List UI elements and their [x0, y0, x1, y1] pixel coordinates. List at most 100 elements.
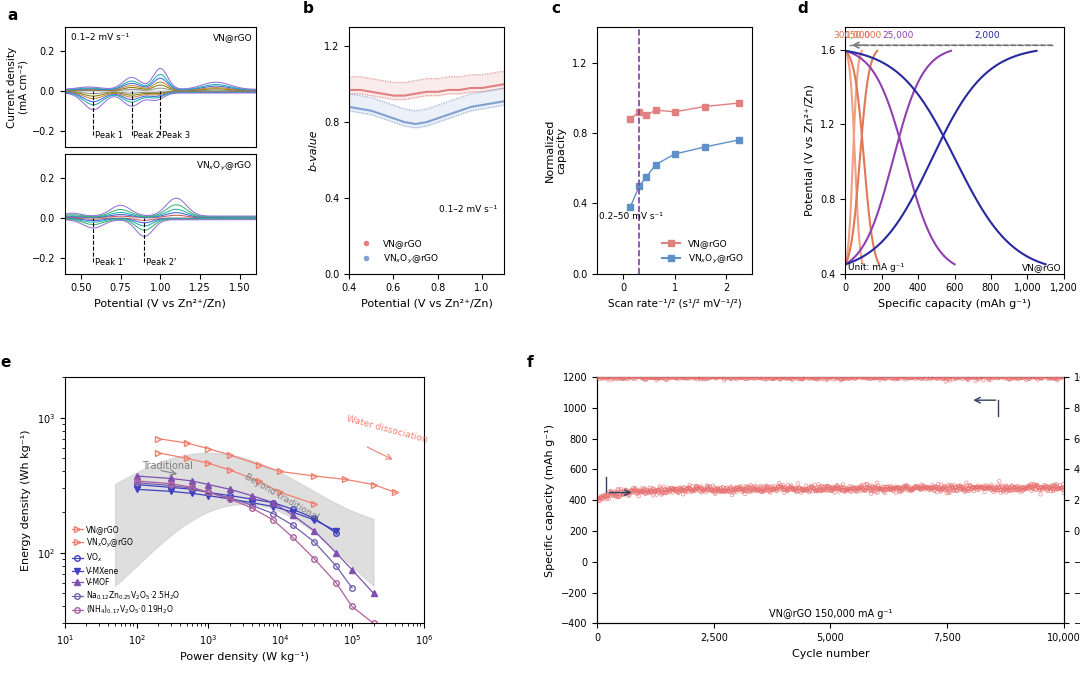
- Point: [811, 371, 828, 382]
- Point: [953, 483, 970, 494]
- Point: [913, 483, 930, 494]
- Point: [812, 373, 829, 384]
- Point: [835, 486, 852, 497]
- Point: [978, 371, 996, 382]
- Point: [918, 373, 935, 384]
- Text: 0.2–50 mV s⁻¹: 0.2–50 mV s⁻¹: [599, 212, 663, 221]
- (NH$_4$)$_{0.17}$V$_2$O$_5$·0.19H$_2$O: [367, 619, 380, 627]
- Point: [627, 371, 645, 382]
- Point: [910, 482, 928, 493]
- Point: [714, 371, 731, 382]
- Point: [981, 375, 998, 386]
- Point: [784, 371, 801, 382]
- Point: [705, 371, 723, 382]
- Point: [654, 486, 672, 497]
- Point: [842, 371, 860, 382]
- Point: [863, 488, 880, 499]
- Point: [664, 371, 681, 382]
- Point: [647, 486, 664, 497]
- Point: [752, 482, 769, 493]
- VN$_x$O$_y$@rGO: [252, 477, 265, 485]
- Point: [663, 372, 680, 383]
- Point: [737, 373, 754, 384]
- Point: [858, 484, 875, 495]
- Line: VO$_x$: VO$_x$: [134, 482, 339, 536]
- Point: [719, 372, 737, 383]
- Point: [685, 372, 702, 383]
- Point: [648, 486, 665, 497]
- Point: [644, 483, 661, 494]
- Point: [933, 485, 950, 496]
- Point: [931, 483, 948, 494]
- Point: [847, 369, 864, 380]
- Point: [855, 484, 873, 495]
- Point: [801, 371, 819, 382]
- Point: [899, 371, 916, 382]
- Point: [738, 486, 755, 497]
- Point: [712, 371, 729, 382]
- Point: [701, 481, 718, 492]
- Point: [625, 371, 643, 382]
- Point: [732, 370, 750, 381]
- Point: [801, 486, 819, 497]
- Point: [667, 484, 685, 495]
- Point: [1032, 482, 1050, 493]
- Point: [975, 369, 993, 379]
- Point: [791, 483, 808, 494]
- Na$_{0.12}$Zn$_{0.25}$V$_2$O$_5$·2.5H$_2$O: [308, 538, 321, 546]
- Point: [589, 370, 606, 381]
- Point: [996, 482, 1013, 493]
- Point: [852, 483, 869, 494]
- Point: [921, 482, 939, 493]
- Point: [921, 482, 939, 493]
- Point: [918, 371, 935, 382]
- Point: [759, 482, 777, 493]
- Point: [941, 481, 958, 492]
- Point: [1045, 373, 1063, 384]
- Point: [746, 485, 764, 496]
- Point: [663, 485, 680, 496]
- Point: [623, 370, 640, 381]
- Point: [667, 373, 685, 384]
- Point: [1022, 369, 1039, 379]
- Point: [609, 484, 626, 495]
- Point: [894, 371, 912, 382]
- Point: [717, 372, 734, 383]
- Point: [650, 373, 667, 384]
- Point: [1047, 479, 1064, 490]
- Point: [903, 484, 920, 495]
- Point: [783, 373, 800, 384]
- Point: [770, 477, 787, 488]
- Point: [697, 484, 714, 495]
- Point: [828, 373, 846, 384]
- Point: [680, 484, 698, 495]
- Point: [908, 481, 926, 492]
- Point: [665, 485, 683, 496]
- Point: [1014, 371, 1031, 382]
- Point: [913, 372, 930, 383]
- Point: [1038, 369, 1055, 380]
- Point: [861, 483, 878, 494]
- Point: [960, 371, 977, 382]
- Point: [834, 372, 851, 383]
- Point: [757, 371, 774, 382]
- Point: [891, 369, 908, 380]
- Point: [707, 484, 725, 495]
- Point: [726, 485, 743, 496]
- Point: [915, 483, 932, 494]
- Point: [766, 484, 783, 495]
- Point: [860, 481, 877, 492]
- V-MOF: [346, 566, 359, 574]
- Point: [605, 486, 622, 497]
- Point: [723, 481, 740, 492]
- Point: [1030, 371, 1048, 382]
- Point: [878, 482, 895, 493]
- Point: [767, 481, 784, 492]
- Point: [828, 481, 846, 492]
- Point: [794, 374, 811, 385]
- Point: [774, 371, 792, 382]
- Point: [618, 371, 635, 382]
- Point: [642, 486, 659, 497]
- Point: [1003, 371, 1021, 382]
- Point: [837, 373, 854, 384]
